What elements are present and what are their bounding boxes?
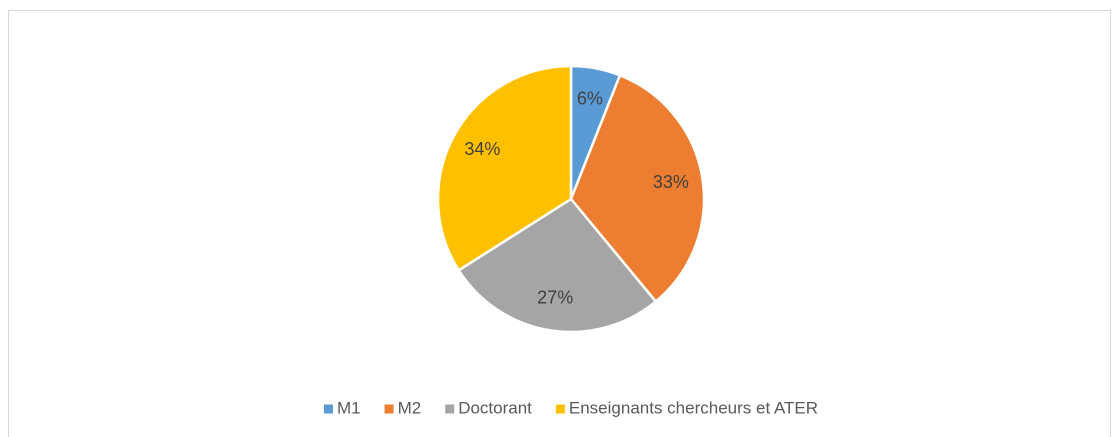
legend-swatch <box>384 404 394 414</box>
legend-label: M1 <box>337 398 361 417</box>
legend-label: M2 <box>398 398 422 417</box>
legend-swatch <box>445 404 455 414</box>
slice-label: 34% <box>464 139 500 159</box>
pie-slice <box>569 73 706 304</box>
slice-label: 27% <box>537 288 573 308</box>
pie-slice <box>456 197 658 334</box>
legend-label: Doctorant <box>458 398 532 417</box>
pie-slice <box>436 64 573 272</box>
legend-swatch <box>555 404 565 414</box>
slice-label: 6% <box>577 88 603 108</box>
slice-label: 33% <box>653 172 689 192</box>
legend-swatch <box>323 404 333 414</box>
legend-label: Enseignants chercheurs et ATER <box>569 398 818 417</box>
